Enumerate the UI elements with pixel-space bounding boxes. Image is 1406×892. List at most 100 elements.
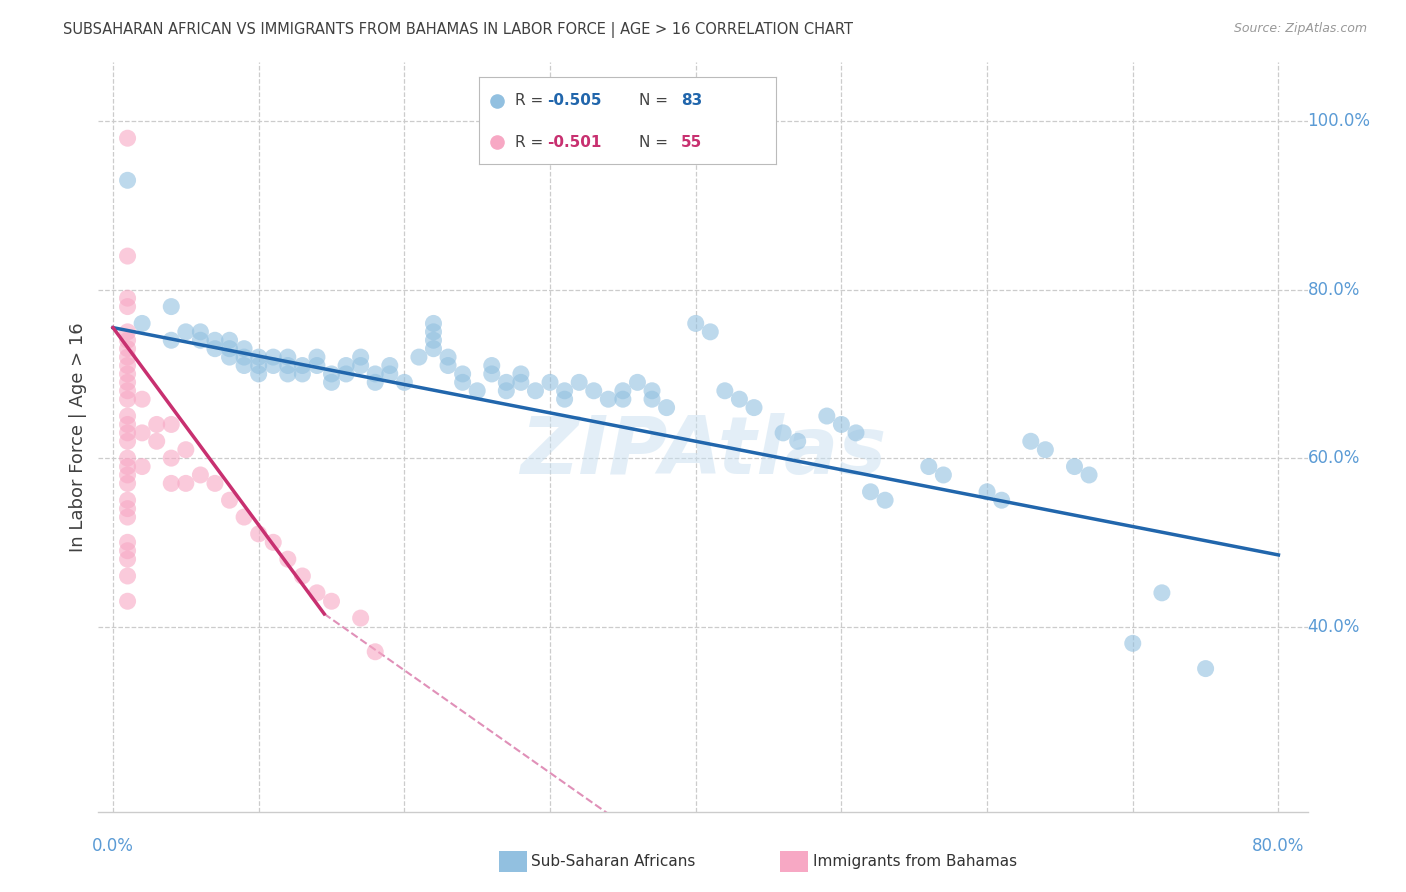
Point: [218, 350, 240, 364]
Point: [394, 376, 416, 390]
Point: [277, 350, 299, 364]
Point: [117, 325, 139, 339]
Point: [247, 350, 270, 364]
Point: [174, 476, 197, 491]
Point: [437, 359, 460, 373]
Point: [699, 325, 721, 339]
Point: [218, 342, 240, 356]
Point: [364, 367, 387, 381]
Point: [117, 552, 139, 566]
Point: [451, 367, 474, 381]
Point: [291, 367, 314, 381]
Point: [233, 359, 256, 373]
Text: SUBSAHARAN AFRICAN VS IMMIGRANTS FROM BAHAMAS IN LABOR FORCE | AGE > 16 CORRELAT: SUBSAHARAN AFRICAN VS IMMIGRANTS FROM BA…: [63, 22, 853, 38]
Point: [247, 367, 270, 381]
Point: [160, 451, 183, 466]
Point: [481, 367, 503, 381]
Point: [277, 359, 299, 373]
Point: [117, 569, 139, 583]
Point: [277, 367, 299, 381]
Point: [538, 376, 561, 390]
Point: [554, 392, 576, 407]
Point: [641, 384, 664, 398]
Point: [117, 173, 139, 187]
Text: Immigrants from Bahamas: Immigrants from Bahamas: [813, 855, 1017, 869]
Point: [262, 350, 284, 364]
Point: [117, 291, 139, 305]
Point: [160, 476, 183, 491]
Point: [190, 467, 212, 482]
Point: [598, 392, 620, 407]
Point: [364, 376, 387, 390]
Point: [321, 367, 343, 381]
Point: [305, 359, 328, 373]
Point: [1150, 586, 1173, 600]
Point: [1019, 434, 1042, 449]
Text: 60.0%: 60.0%: [1308, 450, 1360, 467]
Point: [247, 527, 270, 541]
Point: [117, 392, 139, 407]
Point: [321, 594, 343, 608]
Point: [160, 300, 183, 314]
Point: [1194, 662, 1216, 676]
Point: [117, 384, 139, 398]
Point: [990, 493, 1012, 508]
Point: [364, 645, 387, 659]
Text: 0.0%: 0.0%: [91, 837, 134, 855]
Point: [277, 552, 299, 566]
Point: [918, 459, 941, 474]
Point: [204, 342, 226, 356]
Point: [117, 131, 139, 145]
Point: [495, 384, 517, 398]
Point: [145, 417, 167, 432]
Point: [117, 376, 139, 390]
Point: [568, 376, 591, 390]
Point: [117, 350, 139, 364]
Point: [117, 451, 139, 466]
Point: [422, 333, 444, 347]
Point: [378, 367, 401, 381]
Point: [117, 425, 139, 440]
Point: [145, 434, 167, 449]
Point: [218, 333, 240, 347]
Text: 80.0%: 80.0%: [1308, 281, 1360, 299]
Point: [117, 409, 139, 423]
Point: [218, 493, 240, 508]
Point: [554, 384, 576, 398]
Point: [204, 476, 226, 491]
Point: [875, 493, 897, 508]
Point: [786, 434, 808, 449]
Point: [422, 317, 444, 331]
Point: [131, 317, 153, 331]
Point: [117, 543, 139, 558]
Point: [117, 510, 139, 524]
Point: [509, 367, 531, 381]
Point: [262, 359, 284, 373]
Point: [131, 392, 153, 407]
Point: [437, 350, 460, 364]
Point: [350, 350, 373, 364]
Point: [509, 376, 531, 390]
Point: [685, 317, 707, 331]
Point: [117, 535, 139, 549]
Point: [117, 467, 139, 482]
Point: [350, 611, 373, 625]
Point: [845, 425, 868, 440]
Point: [233, 350, 256, 364]
Point: [131, 425, 153, 440]
Point: [117, 333, 139, 347]
Point: [714, 384, 737, 398]
Point: [1078, 467, 1101, 482]
Point: [451, 376, 474, 390]
Point: [160, 417, 183, 432]
Point: [321, 376, 343, 390]
Point: [305, 350, 328, 364]
Point: [378, 359, 401, 373]
Text: Sub-Saharan Africans: Sub-Saharan Africans: [531, 855, 696, 869]
Point: [291, 569, 314, 583]
Point: [350, 359, 373, 373]
Point: [204, 333, 226, 347]
Point: [117, 249, 139, 263]
Point: [612, 392, 634, 407]
Text: 80.0%: 80.0%: [1253, 837, 1305, 855]
